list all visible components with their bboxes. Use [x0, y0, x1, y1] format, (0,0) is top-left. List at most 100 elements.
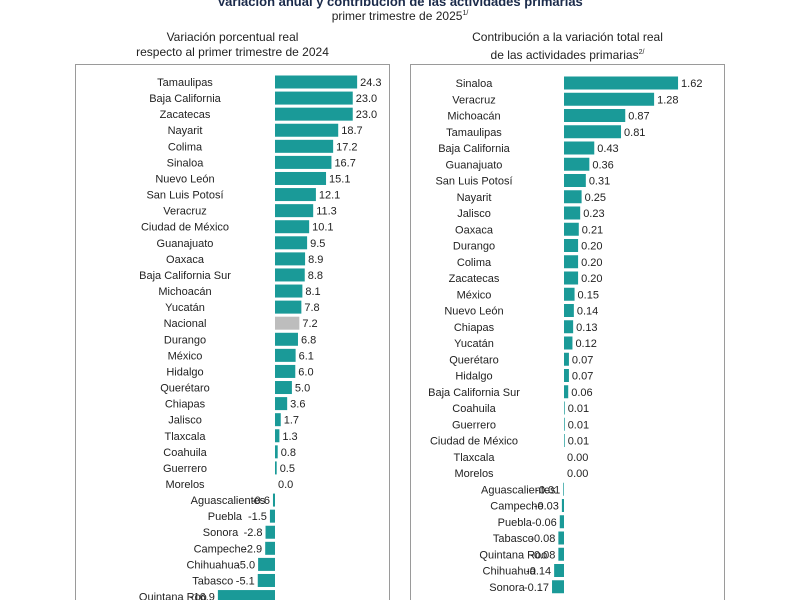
left-value-queretaro: 5.0 — [295, 383, 310, 395]
right-value-veracruz: 1.28 — [657, 94, 678, 106]
left-bar-nayarit — [275, 123, 339, 137]
left-category-nacional: Nacional — [164, 318, 207, 330]
left-bar-sonora — [265, 525, 275, 539]
left-bar-baja-california — [275, 91, 353, 105]
right-category-colima: Colima — [457, 257, 492, 269]
right-bar-chiapas — [564, 320, 574, 334]
right-value-coahuila: 0.01 — [568, 403, 589, 415]
right-category-guerrero: Guerrero — [452, 419, 496, 431]
left-value-yucatan: 7.8 — [304, 302, 319, 314]
left-bar-zacatecas — [275, 107, 353, 121]
right-category-tlaxcala: Tlaxcala — [454, 452, 496, 464]
right-value-guerrero: 0.01 — [568, 419, 589, 431]
right-category-michoacan: Michoacán — [447, 111, 500, 123]
left-value-michoacan: 8.1 — [305, 286, 320, 298]
right-chart: Sinaloa 1.62 Veracruz 1.28 Michoacán 0.87 Tama… — [428, 76, 702, 594]
right-category-sinaloa: Sinaloa — [456, 78, 494, 90]
left-value-san-luis-potosi: 12.1 — [319, 190, 340, 202]
right-value-yucatan: 0.12 — [575, 338, 596, 350]
left-bar-durango — [275, 332, 298, 346]
right-bar-coahuila — [564, 401, 565, 415]
left-bar-oaxaca — [275, 252, 306, 266]
left-category-morelos: Morelos — [165, 479, 205, 491]
right-category-puebla: Puebla — [498, 517, 533, 529]
right-category-tamaulipas: Tamaulipas — [446, 127, 502, 139]
left-category-nuevo-leon: Nuevo León — [155, 173, 214, 185]
right-category-yucatan: Yucatán — [454, 338, 494, 350]
right-category-chihuahua: Chihuahua — [483, 566, 537, 578]
left-category-jalisco: Jalisco — [168, 415, 202, 427]
right-bar-guanajuato — [564, 157, 590, 171]
right-value-queretaro: 0.07 — [572, 354, 593, 366]
right-bar-baja-california — [564, 141, 595, 155]
left-bar-coahuila — [275, 445, 278, 459]
left-category-sinaloa: Sinaloa — [167, 157, 205, 169]
left-panel-title-line2: respecto al primer trimestre de 2024 — [136, 45, 329, 59]
right-category-baja-california-sur: Baja California Sur — [428, 387, 520, 399]
right-bar-san-luis-potosi — [564, 174, 586, 187]
left-category-campeche: Campeche — [194, 543, 247, 555]
left-bar-sinaloa — [275, 155, 332, 169]
right-value-michoacan: 0.87 — [628, 111, 649, 123]
left-bar-puebla — [269, 509, 275, 523]
left-value-nayarit: 18.7 — [341, 125, 362, 137]
right-category-ciudad-de-mexico: Ciudad de México — [430, 436, 518, 448]
right-value-zacatecas: 0.20 — [581, 273, 602, 285]
right-value-tamaulipas: 0.81 — [624, 127, 645, 139]
right-bar-puebla — [559, 515, 564, 529]
left-category-chiapas: Chiapas — [165, 399, 206, 411]
right-value-campeche: -0.03 — [534, 501, 559, 513]
left-value-guanajuato: 9.5 — [310, 238, 325, 250]
right-value-durango: 0.20 — [581, 241, 602, 253]
left-bar-guanajuato — [275, 236, 308, 250]
right-category-zacatecas: Zacatecas — [449, 273, 500, 285]
right-category-baja-california: Baja California — [438, 143, 510, 155]
left-bar-nacional — [275, 316, 300, 330]
left-value-nacional: 7.2 — [302, 318, 317, 330]
left-category-tamaulipas: Tamaulipas — [157, 77, 213, 89]
left-bar-quintana-roo — [217, 590, 275, 600]
left-category-chihuahua: Chihuahua — [186, 559, 240, 571]
right-value-san-luis-potosi: 0.31 — [589, 176, 610, 188]
left-value-sonora: -2.8 — [244, 527, 263, 539]
left-value-jalisco: 1.7 — [284, 415, 299, 427]
right-bar-mexico — [564, 287, 575, 301]
left-category-sonora: Sonora — [203, 527, 239, 539]
left-value-chihuahua: -5.0 — [236, 559, 255, 571]
right-panel-title: Contribución a la variación total real d… — [410, 30, 725, 63]
right-value-hidalgo: 0.07 — [572, 371, 593, 383]
left-bar-ciudad-de-mexico — [275, 220, 310, 234]
right-bar-aguascalientes — [563, 482, 564, 496]
left-category-guanajuato: Guanajuato — [157, 238, 214, 250]
right-value-sonora: -0.17 — [524, 582, 549, 594]
right-value-nayarit: 0.25 — [585, 192, 606, 204]
right-bar-nuevo-leon — [564, 304, 574, 317]
left-bar-baja-california-sur — [275, 268, 305, 282]
left-category-tlaxcala: Tlaxcala — [165, 431, 207, 443]
left-category-baja-california-sur: Baja California Sur — [139, 270, 231, 282]
right-panel-title-line1: Contribución a la variación total real — [472, 30, 663, 44]
right-value-sinaloa: 1.62 — [681, 78, 702, 90]
right-bar-chihuahua — [554, 564, 564, 577]
right-category-guanajuato: Guanajuato — [446, 159, 503, 171]
left-category-puebla: Puebla — [208, 511, 243, 523]
left-value-hidalgo: 6.0 — [298, 366, 313, 378]
left-category-quintana-roo: Quintana Roo — [139, 592, 207, 600]
right-category-hidalgo: Hidalgo — [455, 371, 492, 383]
left-category-queretaro: Querétaro — [160, 383, 210, 395]
right-category-chiapas: Chiapas — [454, 322, 495, 334]
right-bar-quintana-roo — [558, 547, 564, 561]
right-value-jalisco: 0.23 — [583, 208, 604, 220]
left-value-baja-california: 23.0 — [356, 93, 377, 105]
left-bar-san-luis-potosi — [275, 188, 316, 202]
left-value-tabasco: -5.1 — [236, 575, 255, 587]
left-value-oaxaca: 8.9 — [308, 254, 323, 266]
right-value-guanajuato: 0.36 — [592, 159, 613, 171]
left-bar-chihuahua — [258, 557, 275, 571]
left-category-ciudad-de-mexico: Ciudad de México — [141, 222, 229, 234]
right-bar-guerrero — [564, 417, 565, 431]
left-category-san-luis-potosi: San Luis Potosí — [146, 190, 223, 202]
left-value-guerrero: 0.5 — [280, 463, 295, 475]
right-value-mexico: 0.15 — [578, 289, 599, 301]
left-bar-colima — [275, 139, 334, 153]
